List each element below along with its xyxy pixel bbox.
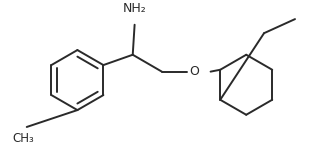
Text: NH₂: NH₂ [123, 2, 147, 15]
Text: CH₃: CH₃ [12, 132, 34, 145]
Text: O: O [189, 65, 199, 78]
